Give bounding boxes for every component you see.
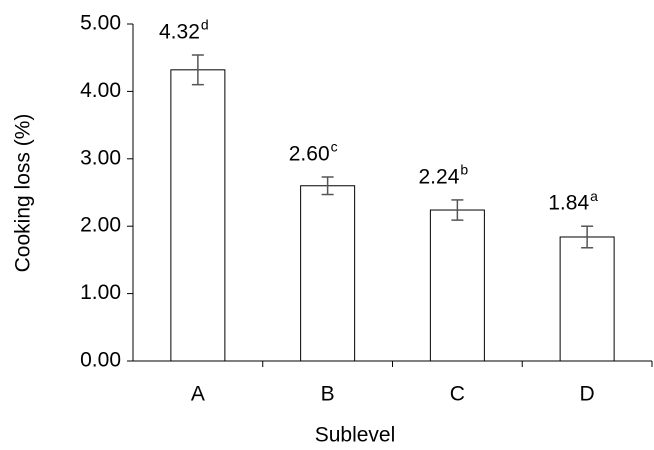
value-label: 4.32	[159, 21, 200, 44]
x-axis-title: Sublevel	[315, 424, 396, 447]
significance-letter: c	[331, 139, 338, 155]
x-tick-label: C	[450, 383, 465, 406]
bar	[300, 185, 356, 362]
significance-letter: d	[201, 17, 209, 33]
value-label: 1.84	[548, 192, 589, 215]
y-tick-label: 4.00	[80, 79, 121, 102]
bar	[429, 209, 485, 362]
error-bar	[451, 199, 464, 221]
x-tick-label: D	[580, 383, 595, 406]
significance-letter: b	[460, 162, 468, 178]
y-tick-label: 0.00	[80, 349, 121, 372]
y-tick-label: 1.00	[80, 281, 121, 304]
bar	[170, 69, 226, 362]
error-bar	[191, 54, 204, 86]
bar	[559, 236, 615, 362]
significance-letter: a	[590, 188, 598, 204]
value-label: 2.60	[289, 143, 330, 166]
y-axis-title: Cooking loss (%)	[12, 114, 35, 273]
error-bar	[321, 176, 334, 196]
y-tick-label: 5.00	[80, 12, 121, 35]
x-tick-label: B	[321, 383, 335, 406]
value-label: 2.24	[419, 165, 460, 188]
x-tick-label: A	[191, 383, 205, 406]
error-bar	[581, 225, 594, 249]
y-tick-label: 3.00	[80, 146, 121, 169]
y-tick-label: 2.00	[80, 214, 121, 237]
